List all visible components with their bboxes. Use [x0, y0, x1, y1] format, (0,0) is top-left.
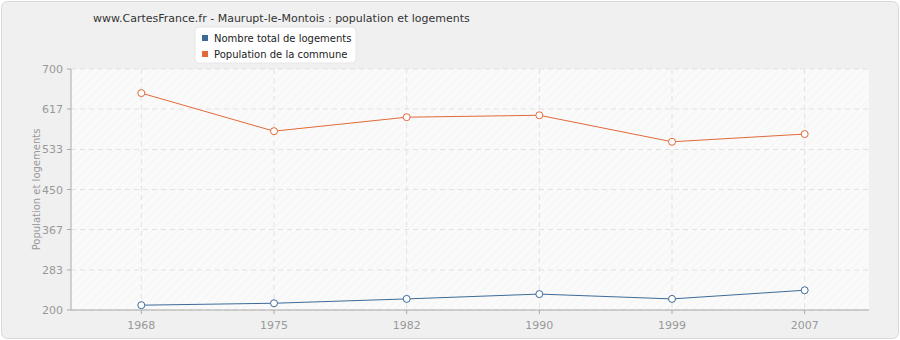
series-point — [536, 112, 543, 119]
x-tick — [406, 310, 407, 314]
legend-box — [195, 27, 356, 63]
x-tick — [672, 310, 673, 314]
y-grid — [71, 149, 869, 150]
x-tick — [141, 310, 142, 314]
y-tick — [67, 189, 71, 190]
x-grid — [539, 69, 540, 310]
legend-swatch — [202, 51, 208, 57]
legend-swatch — [202, 35, 208, 41]
y-grid — [71, 310, 869, 311]
page-bg — [0, 0, 900, 340]
y-grid — [71, 69, 869, 70]
x-tick-label: 1975 — [260, 319, 288, 332]
y-grid — [71, 269, 869, 270]
series-point — [403, 295, 410, 302]
y-tick-label: 533 — [42, 143, 63, 156]
x-grid — [672, 69, 673, 310]
series-point — [138, 302, 145, 309]
y-tick-label: 617 — [42, 103, 63, 116]
series-point — [801, 131, 808, 138]
x-tick-label: 1982 — [393, 319, 421, 332]
x-grid — [141, 69, 142, 310]
y-tick-label: 200 — [42, 304, 63, 317]
x-tick-label: 1990 — [525, 319, 553, 332]
series-line — [141, 290, 804, 305]
y-grid — [71, 189, 869, 190]
series-point — [138, 90, 145, 97]
legend: Nombre total de logements Population de l… — [195, 27, 356, 63]
x-grid — [804, 69, 805, 310]
series-line — [141, 93, 804, 142]
x-tick-label: 1999 — [658, 319, 686, 332]
x-tick — [804, 310, 805, 314]
series-point — [669, 138, 676, 145]
y-tick — [67, 229, 71, 230]
y-tick — [67, 269, 71, 270]
plot-marks — [138, 90, 808, 309]
title: www.CartesFrance.fr - Maurupt-le-Montois… — [93, 12, 470, 25]
series-point — [536, 291, 543, 298]
legend-label: Nombre total de logements — [214, 33, 351, 44]
chart-bg — [2, 2, 899, 339]
x-axis — [71, 310, 869, 311]
y-tick — [67, 69, 71, 70]
y-tick-label: 283 — [42, 264, 63, 277]
y-axis-label: Population et logements — [31, 129, 42, 251]
legend-label: Population de la commune — [214, 49, 347, 60]
x-tick-label: 2007 — [791, 319, 819, 332]
series-point — [669, 295, 676, 302]
series-point — [801, 287, 808, 294]
y-axis — [71, 69, 72, 310]
y-tick-label: 367 — [42, 224, 63, 237]
series-point — [271, 128, 278, 135]
x-grid — [274, 69, 275, 310]
y-grid — [71, 109, 869, 110]
x-tick — [274, 310, 275, 314]
x-tick — [539, 310, 540, 314]
x-tick-label: 1968 — [127, 319, 155, 332]
plot-bg — [71, 69, 869, 310]
chart: 200 283 367 450 533 617 700 1968 1975 1982 1990 199… — [0, 0, 900, 340]
y-tick — [67, 149, 71, 150]
y-tick — [67, 310, 71, 311]
y-tick — [67, 109, 71, 110]
x-grid — [406, 69, 407, 310]
y-grid — [71, 229, 869, 230]
series-point — [271, 300, 278, 307]
y-tick-label: 700 — [42, 63, 63, 76]
y-tick-label: 450 — [42, 184, 63, 197]
series-point — [403, 114, 410, 121]
